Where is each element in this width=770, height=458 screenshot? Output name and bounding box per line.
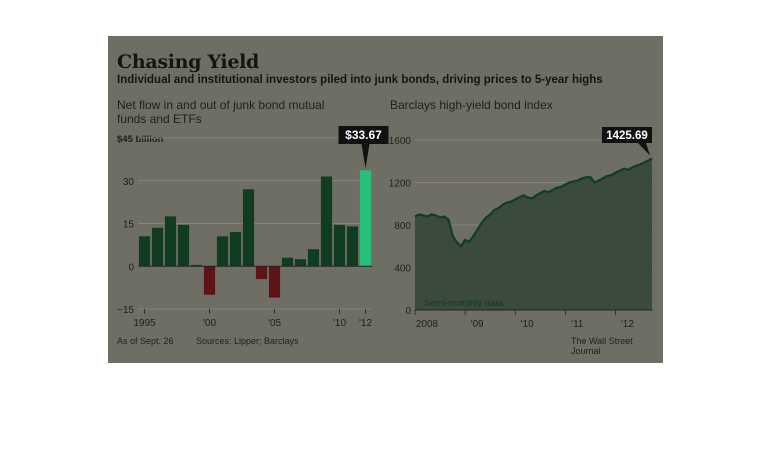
bar-2006: [281, 257, 294, 267]
bar-ytick-label: 15: [123, 220, 135, 231]
area-ytick-label: 800: [394, 221, 411, 232]
area-xtick-label: '12: [621, 319, 634, 330]
area-ytick-label: 0: [405, 306, 411, 317]
bar-1997: [164, 216, 177, 267]
sources-note: Sources: Lipper; Barclays: [196, 336, 299, 346]
area-xtick-label: '11: [571, 319, 584, 330]
area-annotation: Semi-monthly data: [424, 298, 504, 309]
bar-callout-box: [338, 126, 389, 144]
bar-2003: [242, 189, 255, 267]
bar-2002: [229, 232, 242, 267]
bar-chart: $45 billion −15 0 15 30 1995 '00 '05 '10 '12 $33.6…: [117, 126, 389, 329]
bar-2001: [216, 236, 229, 267]
bar-1996: [151, 227, 164, 267]
area-xtick-label: '10: [521, 319, 534, 330]
bar-xtick-label: '10: [333, 318, 346, 329]
chart-subtitle: Individual and institutional investors p…: [117, 74, 603, 86]
credit-note: The Wall Street Journal: [571, 336, 633, 356]
chart-title: Chasing Yield: [117, 51, 260, 73]
bar-xtick-label: '12: [359, 318, 372, 329]
bar-ytick-label: 0: [128, 262, 134, 273]
area-ytick-label: 1600: [389, 136, 412, 147]
area-line: [414, 157, 653, 249]
area-callout-pointer: [638, 143, 650, 156]
bar-1999: [190, 264, 203, 267]
area-chart: 0 400 800 1200 1600 2008 '09 '10 '11 '12 Semi-mont…: [389, 127, 653, 330]
bar-xtick-label: '00: [203, 318, 216, 329]
area-ytick-label: 1200: [389, 179, 412, 190]
charts-svg: $45 billion −15 0 15 30 1995 '00 '05 '10 '12 $33.6…: [117, 126, 653, 330]
bar-callout-pointer: [361, 144, 370, 169]
bar-2004: [255, 266, 268, 280]
bar-unit-label: $45 billion: [117, 134, 164, 145]
bar-ytick-label: −15: [117, 305, 134, 316]
bar-2008: [307, 249, 320, 267]
bar-xtick-label: '05: [268, 318, 281, 329]
bar-2010: [333, 224, 346, 267]
bar-1998: [177, 224, 190, 267]
area-fill: [415, 158, 652, 310]
bar-ytick-label: 30: [123, 177, 135, 188]
area-callout-box: [602, 127, 652, 143]
area-callout-label: 1425.69: [606, 130, 648, 142]
bar-2000: [203, 266, 216, 295]
bar-2009: [320, 176, 333, 267]
bar-2011: [346, 226, 359, 267]
chart-figure: Chasing Yield Individual and institution…: [108, 36, 663, 363]
bar-callout-label: $33.67: [345, 128, 382, 142]
bar-xtick-label: 1995: [133, 318, 156, 329]
area-ytick-label: 400: [394, 264, 411, 275]
bar-2007: [294, 259, 307, 267]
area-xtick-label: 2008: [416, 319, 439, 330]
area-xtick-label: '09: [471, 319, 484, 330]
bar-1995: [138, 236, 151, 267]
bar-2012: [359, 170, 372, 267]
bar-chart-title: Net flow in and out of junk bond mutual …: [117, 98, 325, 126]
area-chart-title: Barclays high-yield bond index: [390, 98, 553, 112]
bar-2005: [268, 266, 281, 298]
as-of-note: As of Sept. 26: [117, 336, 174, 346]
